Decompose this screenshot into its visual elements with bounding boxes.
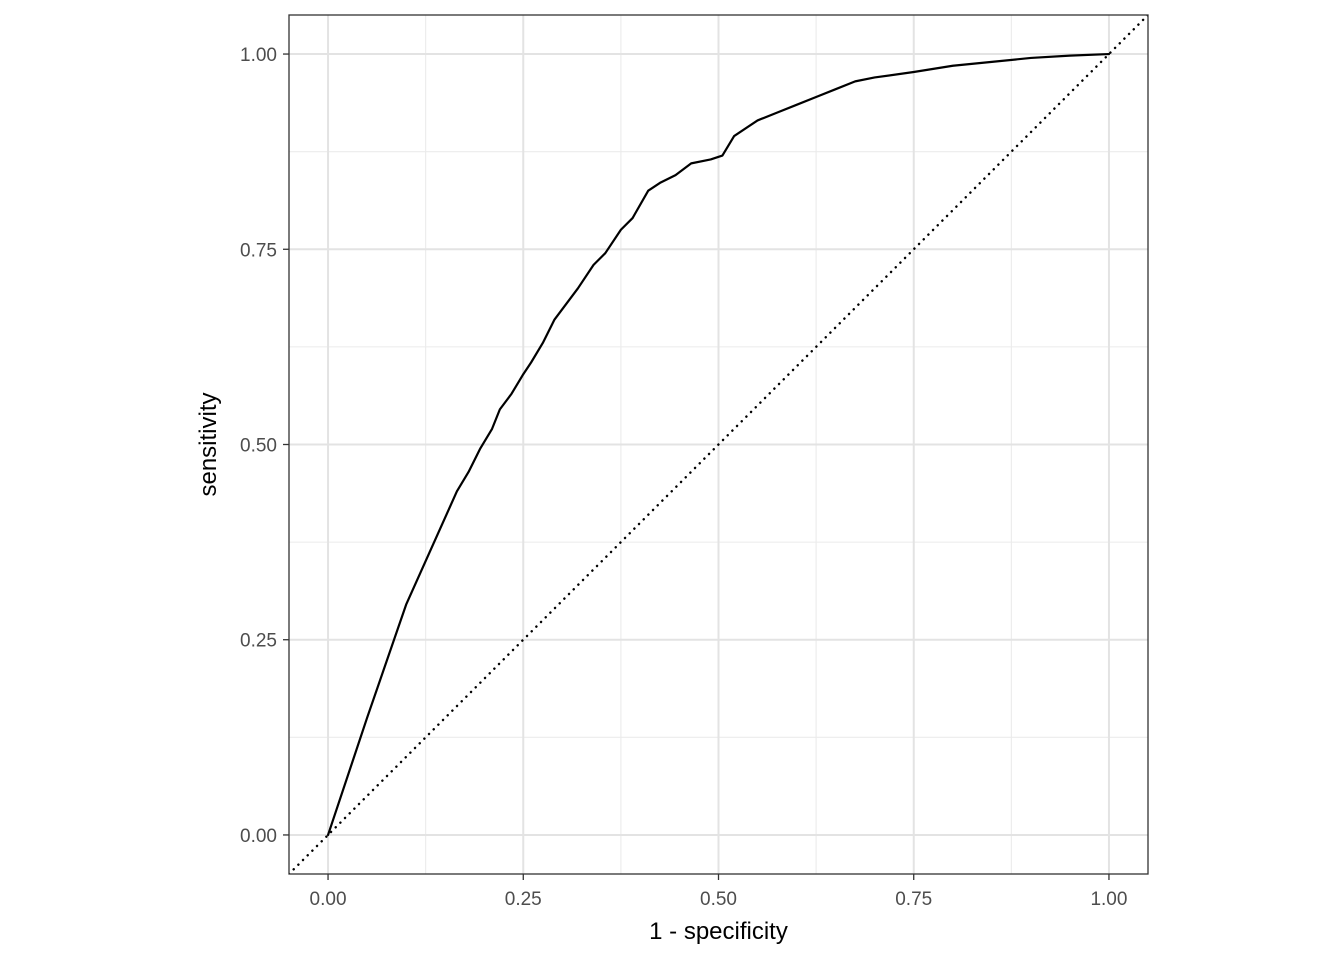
y-tick-label: 0.25 [240, 631, 277, 652]
y-tick-label: 0.75 [240, 240, 277, 261]
y-tick-label: 0.00 [240, 826, 277, 847]
x-axis: 0.00 0.25 0.50 0.75 1.00 [310, 874, 1127, 910]
series-layer [289, 15, 1148, 874]
x-tick-label: 0.50 [700, 889, 737, 910]
y-axis-title: sensitivity [195, 392, 222, 496]
x-tick-label: 0.75 [895, 889, 932, 910]
y-tick-label: 0.50 [240, 436, 277, 457]
y-axis: 0.00 0.25 0.50 0.75 1.00 [240, 45, 289, 847]
reference-diagonal-line [289, 15, 1148, 874]
y-tick-label: 1.00 [240, 45, 277, 66]
x-axis-title: 1 - specificity [649, 918, 788, 945]
roc-curve-line [326, 52, 1111, 837]
x-tick-label: 0.25 [505, 889, 542, 910]
x-tick-label: 0.00 [310, 889, 347, 910]
x-tick-label: 1.00 [1090, 889, 1127, 910]
